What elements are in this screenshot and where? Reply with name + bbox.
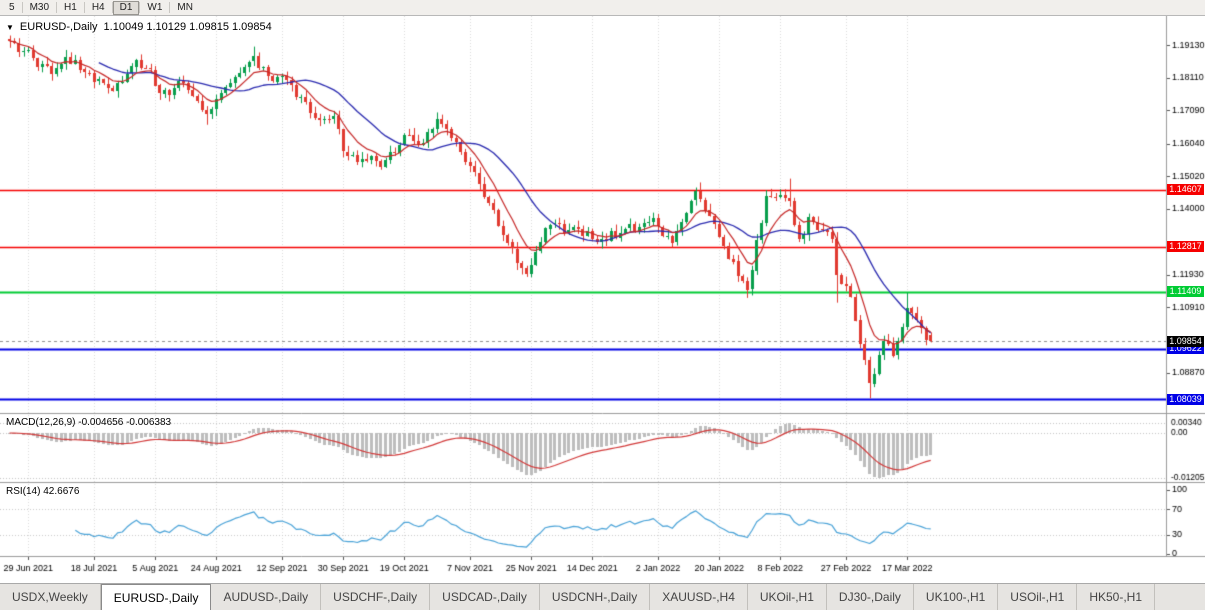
timeframe-button-h4[interactable]: H4 [91, 1, 105, 13]
toolbar-separator [139, 2, 141, 13]
symbol-dropdown-icon[interactable]: ▼ [6, 22, 14, 32]
timeframe-button-m30[interactable]: M30 [29, 1, 50, 13]
timeframe-toolbar: 5 M30 H1 H4 D1 W1 MN [0, 0, 1205, 16]
chart-tab-usdcnh-daily[interactable]: USDCNH-,Daily [540, 584, 651, 610]
timeframe-button-mn[interactable]: MN [177, 1, 193, 13]
chart-tab-ukoil-h1[interactable]: UKOil-,H1 [748, 584, 827, 610]
macd-label: MACD(12,26,9) -0.004656 -0.006383 [6, 417, 172, 428]
chart-ohlc-label: 1.10049 1.10129 1.09815 1.09854 [103, 21, 272, 33]
price-line-badge[interactable]: 1.08039 [1167, 393, 1204, 405]
chart-tab-usdx-weekly[interactable]: USDX,Weekly [0, 584, 101, 610]
chart-tab-xauusd-h4[interactable]: XAUUSD-,H4 [650, 584, 748, 610]
chart-symbol-label: EURUSD-,Daily [19, 21, 98, 33]
chart-title: ▼ EURUSD-,Daily 1.10049 1.10129 1.09815 … [6, 21, 272, 33]
timeframe-button-w1[interactable]: W1 [147, 1, 163, 13]
toolbar-separator [83, 2, 85, 13]
timeframe-button-5[interactable]: 5 [9, 1, 15, 13]
chart-tab-usoil-h1[interactable]: USOil-,H1 [998, 584, 1078, 610]
rsi-label: RSI(14) 42.6676 [6, 486, 80, 497]
toolbar-separator [169, 2, 171, 13]
chart-tab-dj30-daily[interactable]: DJ30-,Daily [827, 584, 914, 610]
chart-tab-hk50-h1[interactable]: HK50-,H1 [1077, 584, 1155, 610]
current-price-badge[interactable]: 1.09854 [1167, 335, 1204, 347]
chart-tab-eurusd-daily[interactable]: EURUSD-,Daily [100, 584, 212, 610]
chart-tab-usdchf-daily[interactable]: USDCHF-,Daily [321, 584, 431, 610]
symbol-tabbar: USDX,Weekly EURUSD-,Daily AUDUSD-,Daily USD… [0, 583, 1205, 610]
toolbar-separator [111, 2, 113, 13]
price-line-badge[interactable]: 1.12817 [1167, 241, 1204, 253]
price-line-badge[interactable]: 1.09622 [1167, 343, 1204, 355]
chart-area: ▼ EURUSD-,Daily 1.10049 1.10129 1.09815 … [0, 16, 1205, 583]
price-line-badge[interactable]: 1.14607 [1167, 184, 1204, 196]
timeframe-button-h1[interactable]: H1 [64, 1, 77, 13]
chart-tab-uk100-h1[interactable]: UK100-,H1 [914, 584, 999, 610]
price-chart-canvas[interactable] [0, 16, 1205, 583]
toolbar-separator [56, 2, 58, 13]
timeframe-button-d1[interactable]: D1 [112, 0, 140, 15]
chart-tab-audusd-daily[interactable]: AUDUSD-,Daily [211, 584, 322, 610]
chart-tab-usdcad-daily[interactable]: USDCAD-,Daily [430, 584, 540, 610]
toolbar-separator [21, 2, 23, 13]
price-line-badge[interactable]: 1.11409 [1167, 286, 1204, 298]
